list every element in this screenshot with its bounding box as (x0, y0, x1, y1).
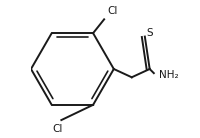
Text: Cl: Cl (53, 124, 63, 133)
Text: S: S (146, 28, 153, 38)
Text: Cl: Cl (108, 6, 118, 16)
Text: NH₂: NH₂ (159, 70, 179, 79)
